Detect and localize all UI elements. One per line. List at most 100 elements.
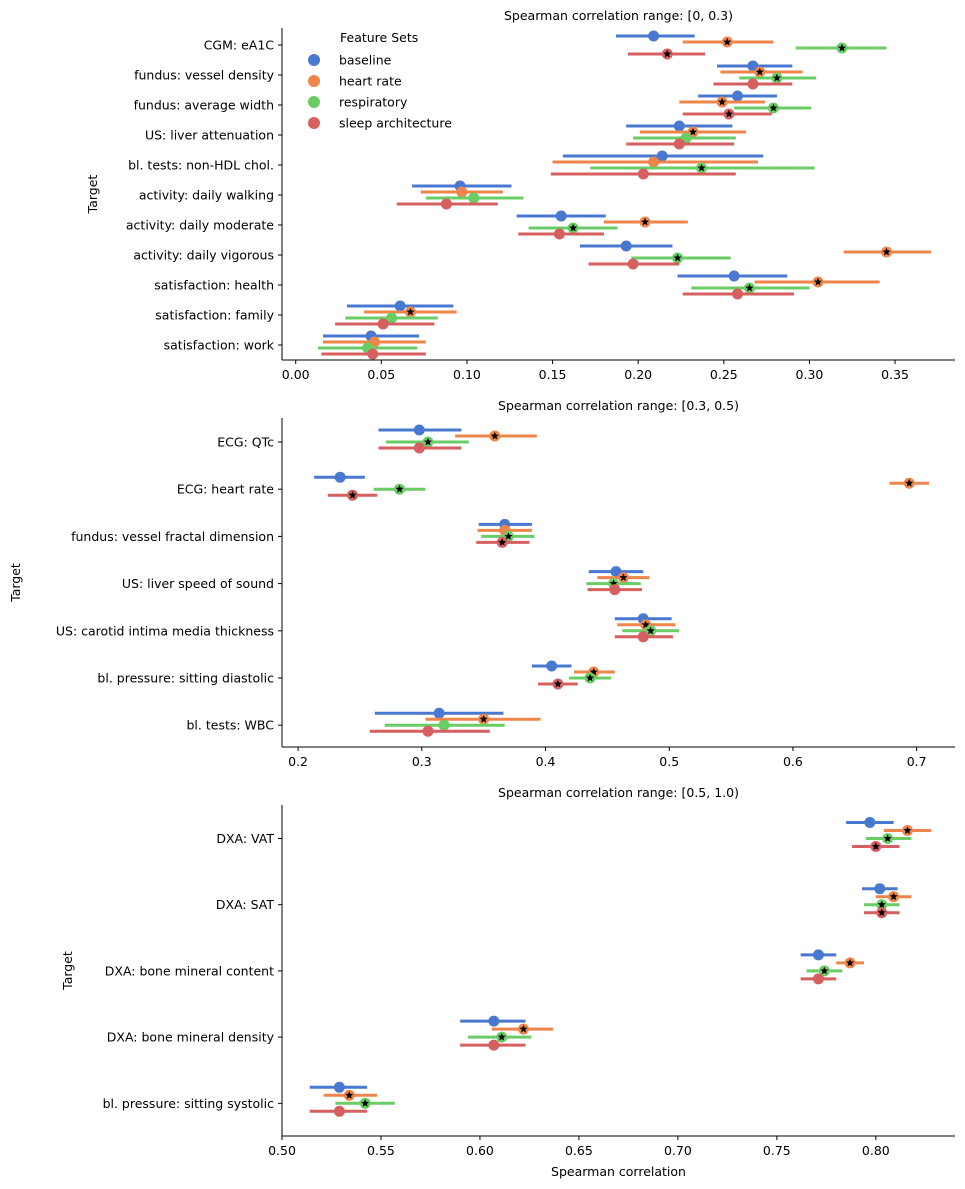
y-tick-label: DXA: VAT <box>216 831 274 846</box>
point-marker <box>812 949 824 961</box>
significance-star <box>846 958 855 967</box>
point-marker <box>673 138 685 150</box>
significance-star <box>497 1032 506 1041</box>
x-axis-label: Spearman correlation <box>551 1164 686 1179</box>
point-marker <box>394 300 406 312</box>
significance-star <box>755 67 764 76</box>
significance-star <box>519 1024 528 1033</box>
x-tick-label: 0.6 <box>783 754 803 769</box>
y-tick-label: DXA: SAT <box>216 897 274 912</box>
y-tick-label: DXA: bone mineral density <box>107 1030 275 1045</box>
legend-marker <box>308 96 320 108</box>
y-tick-label: ECG: QTc <box>217 435 274 450</box>
point-marker <box>546 660 558 672</box>
significance-star <box>882 247 891 256</box>
point-marker <box>728 270 740 282</box>
y-tick-label: activity: daily walking <box>139 188 274 203</box>
significance-star <box>569 223 578 232</box>
point-marker <box>732 90 744 102</box>
legend-label: baseline <box>339 53 392 68</box>
significance-star <box>663 49 672 58</box>
panel-medium-correlation: Spearman correlation range: [0.3, 0.5) 0.… <box>8 398 955 769</box>
y-tick-label: satisfaction: work <box>164 338 275 353</box>
x-tick-label: 0.00 <box>282 367 310 382</box>
y-tick-label: US: liver speed of sound <box>122 576 274 591</box>
x-tick-label: 0.50 <box>268 1143 296 1158</box>
x-tick-label: 0.2 <box>288 754 308 769</box>
point-marker <box>656 150 668 162</box>
point-marker <box>422 725 434 737</box>
x-tick-label: 0.70 <box>664 1143 692 1158</box>
point-marker <box>648 156 660 168</box>
y-axis-label: Target <box>85 175 100 215</box>
significance-star <box>345 1091 354 1099</box>
x-tick-label: 0.75 <box>763 1143 791 1158</box>
y-tick-label: activity: daily moderate <box>126 218 274 233</box>
x-tick-label: 0.25 <box>710 367 738 382</box>
point-marker <box>456 186 468 198</box>
y-tick-label: fundus: average width <box>134 98 274 113</box>
point-marker <box>864 817 876 828</box>
x-tick-label: 0.3 <box>412 754 432 769</box>
y-axis-label: Target <box>60 951 75 991</box>
y-tick-label: US: liver attenuation <box>145 128 274 143</box>
significance-star <box>889 892 898 901</box>
significance-star <box>724 109 733 118</box>
point-marker <box>386 312 398 324</box>
legend: Feature Sets baseline heart rate respirato… <box>308 30 452 131</box>
y-axis-label: Target <box>8 563 23 603</box>
x-tick-label: 0.5 <box>659 754 679 769</box>
x-tick-label: 0.15 <box>539 367 567 382</box>
y-tick-label: US: carotid intima media thickness <box>56 623 274 638</box>
point-marker <box>377 318 389 330</box>
significance-star <box>769 103 778 112</box>
significance-star <box>361 1099 370 1107</box>
y-tick-label: bl. pressure: sitting systolic <box>103 1096 275 1111</box>
point-marker <box>648 30 660 42</box>
significance-star <box>646 626 655 635</box>
y-tick-label: fundus: vessel density <box>134 68 274 83</box>
x-tick-label: 0.60 <box>466 1143 494 1158</box>
legend-label: sleep architecture <box>339 116 452 131</box>
point-marker <box>555 210 567 222</box>
significance-star <box>504 532 513 540</box>
y-tick-label: bl. tests: non-HDL chol. <box>128 158 274 173</box>
significance-star <box>905 479 914 487</box>
point-marker <box>732 288 744 300</box>
significance-star <box>553 679 562 688</box>
significance-star <box>586 673 595 682</box>
significance-star <box>903 826 912 834</box>
x-tick-label: 0.10 <box>453 367 481 382</box>
legend-label: respiratory <box>339 95 408 110</box>
point-marker <box>747 78 759 90</box>
point-marker <box>440 198 452 210</box>
point-marker <box>488 1015 500 1027</box>
y-tick-label: bl. tests: WBC <box>187 718 275 733</box>
significance-star <box>723 37 732 46</box>
point-marker <box>610 566 622 578</box>
x-tick-label: 0.20 <box>624 367 652 382</box>
legend-title: Feature Sets <box>340 30 418 45</box>
y-tick-label: activity: daily vigorous <box>133 248 274 263</box>
point-marker <box>413 424 425 436</box>
legend-marker <box>308 117 320 129</box>
panel-high-correlation: Spearman correlation range: [0.5, 1.0) 0.… <box>60 785 955 1179</box>
panel-title: Spearman correlation range: [0, 0.3) <box>504 8 733 23</box>
significance-star <box>877 908 886 917</box>
y-tick-label: satisfaction: health <box>154 278 274 293</box>
x-tick-label: 0.65 <box>565 1143 593 1158</box>
legend-marker <box>308 54 320 66</box>
significance-star <box>871 842 880 850</box>
panel-title: Spearman correlation range: [0.5, 1.0) <box>498 785 739 800</box>
point-marker <box>333 1105 345 1117</box>
x-tick-label: 0.7 <box>907 754 927 769</box>
significance-star <box>814 277 822 286</box>
point-marker <box>433 707 445 719</box>
significance-star <box>689 127 697 136</box>
x-tick-label: 0.80 <box>862 1143 890 1158</box>
point-marker <box>637 168 649 180</box>
x-tick-label: 0.4 <box>536 754 556 769</box>
significance-star <box>498 538 507 546</box>
significance-star <box>718 97 727 106</box>
